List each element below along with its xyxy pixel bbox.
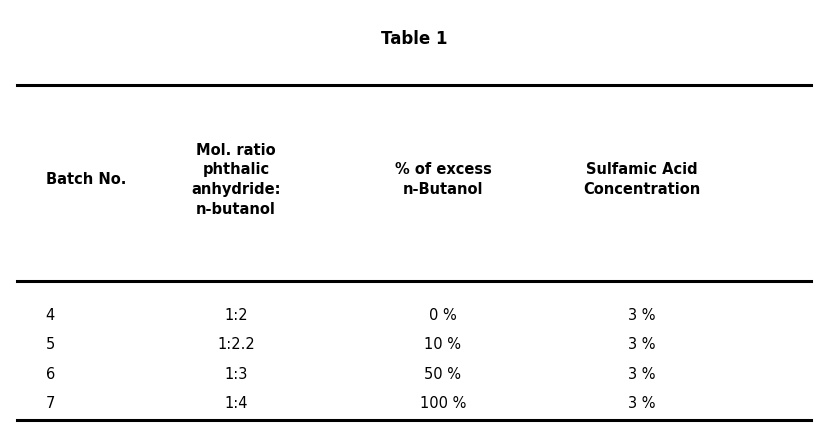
Text: Batch No.: Batch No. [45,172,126,187]
Text: 50 %: 50 % [424,367,461,382]
Text: 4: 4 [45,308,55,323]
Text: 1:2: 1:2 [224,308,247,323]
Text: 10 %: 10 % [424,337,461,352]
Text: 1:2.2: 1:2.2 [217,337,255,352]
Text: 3 %: 3 % [627,308,655,323]
Text: 3 %: 3 % [627,396,655,412]
Text: Table 1: Table 1 [380,30,447,48]
Text: 0 %: 0 % [428,308,457,323]
Text: 1:4: 1:4 [224,396,247,412]
Text: % of excess
n-Butanol: % of excess n-Butanol [394,162,490,197]
Text: 3 %: 3 % [627,367,655,382]
Text: 5: 5 [45,337,55,352]
Text: 7: 7 [45,396,55,412]
Text: 6: 6 [45,367,55,382]
Text: 3 %: 3 % [627,337,655,352]
Text: Sulfamic Acid
Concentration: Sulfamic Acid Concentration [582,162,700,197]
Text: 100 %: 100 % [419,396,466,412]
Text: 1:3: 1:3 [224,367,247,382]
Text: Mol. ratio
phthalic
anhydride:
n-butanol: Mol. ratio phthalic anhydride: n-butanol [191,143,280,217]
